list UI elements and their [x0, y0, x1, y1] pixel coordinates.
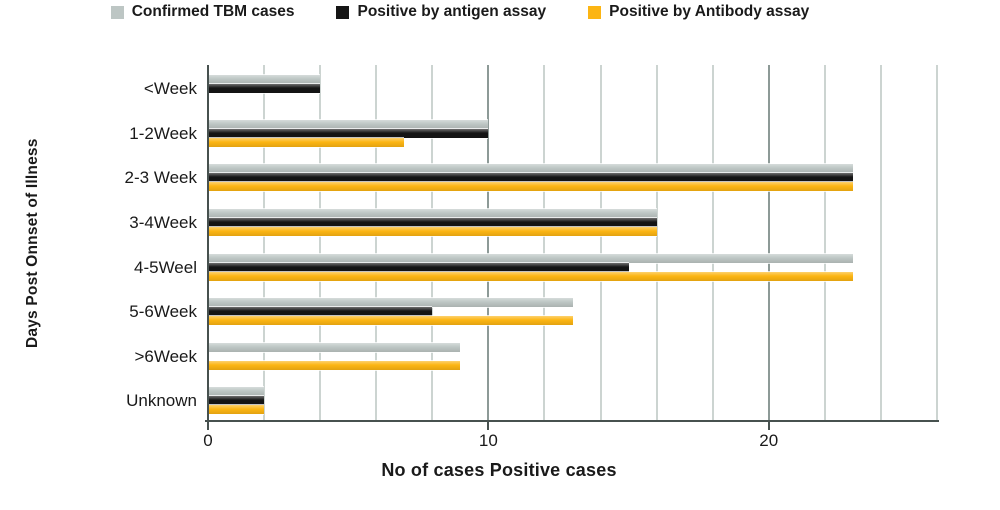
bar-series-2-cat-5 [208, 316, 573, 326]
major-gridline [487, 65, 490, 422]
x-tick-label: 0 [203, 431, 213, 450]
x-tick-label: 20 [759, 431, 779, 450]
plot-area [207, 65, 938, 422]
chart-legend: Confirmed TBM cases Positive by antigen a… [0, 3, 920, 21]
legend-swatch-icon [110, 5, 124, 19]
category-label: 5-6Week [129, 302, 197, 322]
bar-series-1-cat-5 [208, 307, 433, 317]
legend-label: Positive by antigen assay [357, 3, 547, 20]
bar-series-0-cat-3 [208, 208, 657, 218]
bar-series-2-cat-2 [208, 182, 853, 192]
category-label: >6Week [134, 346, 197, 366]
bar-series-2-cat-1 [208, 137, 405, 147]
bar-series-0-cat-2 [208, 164, 853, 174]
y-axis-title: Days Post Onnset of Illness [24, 138, 41, 349]
bar-series-0-cat-7 [208, 387, 265, 397]
bar-series-1-cat-1 [208, 128, 489, 138]
bar-series-2-cat-6 [208, 360, 461, 370]
bar-series-1-cat-7 [208, 396, 265, 406]
minor-gridline [375, 65, 378, 422]
category-label: 2-3 Week [124, 168, 197, 188]
minor-gridline [936, 65, 938, 422]
legend-swatch-icon [588, 5, 602, 19]
minor-gridline [711, 65, 714, 422]
minor-gridline [599, 65, 602, 422]
category-label: 1-2Week [129, 123, 197, 143]
bar-series-0-cat-0 [208, 75, 321, 84]
bar-series-0-cat-4 [208, 253, 853, 263]
bar-series-1-cat-2 [208, 173, 853, 183]
x-axis-tick [767, 421, 770, 430]
x-axis-title: No of cases Positive cases [381, 460, 617, 480]
bar-series-0-cat-1 [208, 119, 489, 129]
bar-series-1-cat-3 [208, 217, 657, 227]
bar-series-1-cat-4 [208, 262, 629, 272]
y-axis-line [207, 65, 209, 422]
minor-gridline [319, 65, 322, 422]
bar-series-1-cat-0 [208, 84, 321, 93]
bar-series-2-cat-7 [208, 405, 265, 415]
legend-item-2: Positive by Antibody assay [588, 3, 809, 21]
x-tick-label: 10 [478, 431, 498, 450]
bar-series-0-cat-5 [208, 298, 573, 308]
category-label: 4-5Weel [134, 257, 197, 277]
legend-swatch-icon [336, 5, 350, 19]
bar-series-2-cat-3 [208, 226, 657, 236]
category-label: 3-4Week [129, 212, 197, 232]
major-gridline [767, 65, 770, 422]
minor-gridline [879, 65, 882, 422]
category-label: Unknown [126, 391, 197, 411]
legend-label: Confirmed TBM cases [131, 3, 295, 20]
legend-item-0: Confirmed TBM cases [110, 3, 295, 21]
minor-gridline [431, 65, 434, 422]
bar-series-0-cat-6 [208, 342, 461, 352]
x-axis-line [205, 420, 939, 422]
legend-label: Positive by Antibody assay [609, 3, 810, 20]
minor-gridline [823, 65, 826, 422]
x-axis-tick [487, 421, 490, 430]
minor-gridline [263, 65, 266, 422]
minor-gridline [655, 65, 658, 422]
minor-gridline [543, 65, 546, 422]
bar-series-2-cat-4 [208, 271, 853, 281]
category-label: <Week [143, 79, 197, 98]
legend-item-1: Positive by antigen assay [336, 3, 546, 21]
x-axis-tick [207, 421, 209, 430]
